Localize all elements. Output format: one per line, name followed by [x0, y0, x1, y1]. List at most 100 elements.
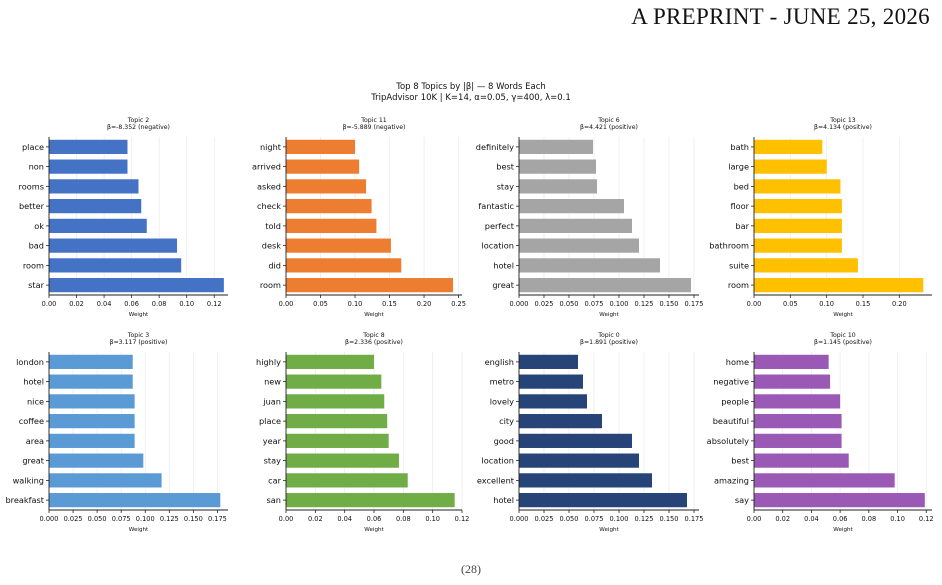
bar	[519, 258, 660, 273]
y-tick-label: absolutely	[707, 436, 749, 446]
y-tick-label: good	[494, 436, 514, 446]
bar	[754, 354, 829, 369]
x-tick-label: 0.125	[635, 300, 654, 308]
panel-title: Topic 11	[360, 117, 386, 124]
bar	[519, 493, 687, 508]
x-tick-label: 0.12	[455, 515, 470, 523]
panel-topic-11: night arrived asked check told desk did room 0.0…	[252, 117, 466, 318]
x-tick-label: 0.20	[417, 300, 432, 308]
y-tick-label: bad	[29, 241, 44, 251]
bar	[49, 433, 135, 448]
x-tick-label: 0.000	[510, 300, 529, 308]
x-tick-label: 0.08	[396, 515, 411, 523]
bar	[754, 394, 841, 409]
y-tick-label: london	[16, 357, 44, 367]
bar	[754, 179, 841, 194]
y-tick-label: area	[26, 436, 44, 446]
chart-subtitle: TripAdvisor 10K | K=14, α=0.05, γ=400, λ…	[371, 93, 571, 103]
x-tick-label: 0.10	[890, 515, 905, 523]
bar	[754, 414, 842, 429]
bar	[49, 473, 162, 488]
x-tick-label: 0.10	[179, 300, 194, 308]
bar	[49, 278, 224, 293]
panel-topic-2: place non rooms better ok bad room star 0.00 0.02…	[19, 117, 228, 318]
x-tick-label: 0.175	[208, 515, 227, 523]
y-tick-label: rooms	[19, 181, 44, 191]
x-tick-label: 0.025	[535, 515, 554, 523]
y-tick-label: hotel	[493, 260, 514, 270]
page-header: A PREPRINT - JUNE 25, 2026	[631, 4, 930, 29]
x-tick-label: 0.000	[40, 515, 59, 523]
panel-topic-6: definitely best stay fantastic perfect locati…	[476, 117, 704, 318]
y-tick-label: metro	[490, 377, 514, 387]
bar	[519, 354, 578, 369]
x-tick-label: 0.05	[783, 300, 798, 308]
y-tick-label: hotel	[493, 495, 514, 505]
y-tick-label: people	[721, 396, 749, 406]
panel-title: Topic 10	[829, 332, 855, 339]
x-tick-label: 0.10	[425, 515, 440, 523]
y-tick-label: large	[728, 162, 749, 172]
bar	[49, 453, 144, 468]
bar	[286, 258, 402, 273]
x-axis-label: Weight	[364, 527, 384, 533]
x-tick-label: 0.100	[136, 515, 155, 523]
x-tick-label: 0.06	[367, 515, 382, 523]
panel-subtitle: β=3.117 (positive)	[110, 339, 168, 346]
x-tick-label: 0.12	[207, 300, 222, 308]
y-tick-label: room	[260, 280, 281, 290]
y-tick-label: location	[482, 241, 515, 251]
y-tick-label: walking	[13, 475, 44, 485]
panel-topic-0: english metro lovely city good location excell…	[477, 332, 704, 533]
x-tick-label: 0.050	[560, 515, 579, 523]
x-tick-label: 0.00	[747, 300, 762, 308]
x-tick-label: 0.175	[685, 300, 704, 308]
panel-title: Topic 6	[597, 117, 620, 124]
bar	[49, 394, 135, 409]
y-tick-label: perfect	[485, 221, 515, 231]
panel-topic-3: london hotel nice coffee area great walking bre…	[5, 332, 228, 533]
x-tick-label: 0.00	[747, 515, 762, 523]
x-tick-label: 0.075	[585, 300, 604, 308]
bar	[754, 139, 823, 154]
x-axis-label: Weight	[599, 527, 619, 533]
y-tick-label: check	[257, 201, 281, 211]
panel-subtitle: β=2.336 (positive)	[345, 339, 403, 346]
x-axis-label: Weight	[129, 312, 149, 318]
bar	[754, 199, 842, 214]
bar	[49, 354, 133, 369]
x-axis-label: Weight	[833, 527, 853, 533]
x-tick-label: 0.050	[88, 515, 107, 523]
x-tick-label: 0.025	[535, 300, 554, 308]
bar	[286, 278, 454, 293]
x-tick-label: 0.04	[804, 515, 819, 523]
y-tick-label: great	[22, 456, 44, 466]
bar	[519, 179, 597, 194]
y-tick-label: ok	[34, 221, 44, 231]
panel-topic-8: highly new juan place year stay car san 0.00 0.02…	[256, 332, 469, 533]
panel-subtitle: β=1.891 (positive)	[580, 339, 638, 346]
x-tick-label: 0.150	[660, 300, 679, 308]
bar	[286, 354, 374, 369]
y-tick-label: best	[731, 456, 750, 466]
y-tick-label: san	[267, 495, 281, 505]
y-tick-label: home	[726, 357, 749, 367]
panel-subtitle: β=-8.352 (negative)	[107, 124, 170, 131]
bar	[286, 473, 408, 488]
x-axis-label: Weight	[599, 312, 619, 318]
panel-title: Topic 13	[829, 117, 855, 124]
bar	[49, 374, 133, 389]
x-tick-label: 0.125	[160, 515, 179, 523]
x-tick-label: 0.100	[610, 515, 629, 523]
panel-subtitle: β=4.134 (positive)	[814, 124, 872, 131]
panel-title: Topic 3	[127, 332, 150, 339]
bar	[49, 199, 142, 214]
x-tick-label: 0.100	[610, 300, 629, 308]
y-tick-label: hotel	[23, 377, 44, 387]
x-tick-label: 0.075	[585, 515, 604, 523]
y-tick-label: juan	[262, 396, 281, 406]
bar	[754, 258, 858, 273]
x-tick-label: 0.10	[348, 300, 363, 308]
bar	[286, 374, 382, 389]
